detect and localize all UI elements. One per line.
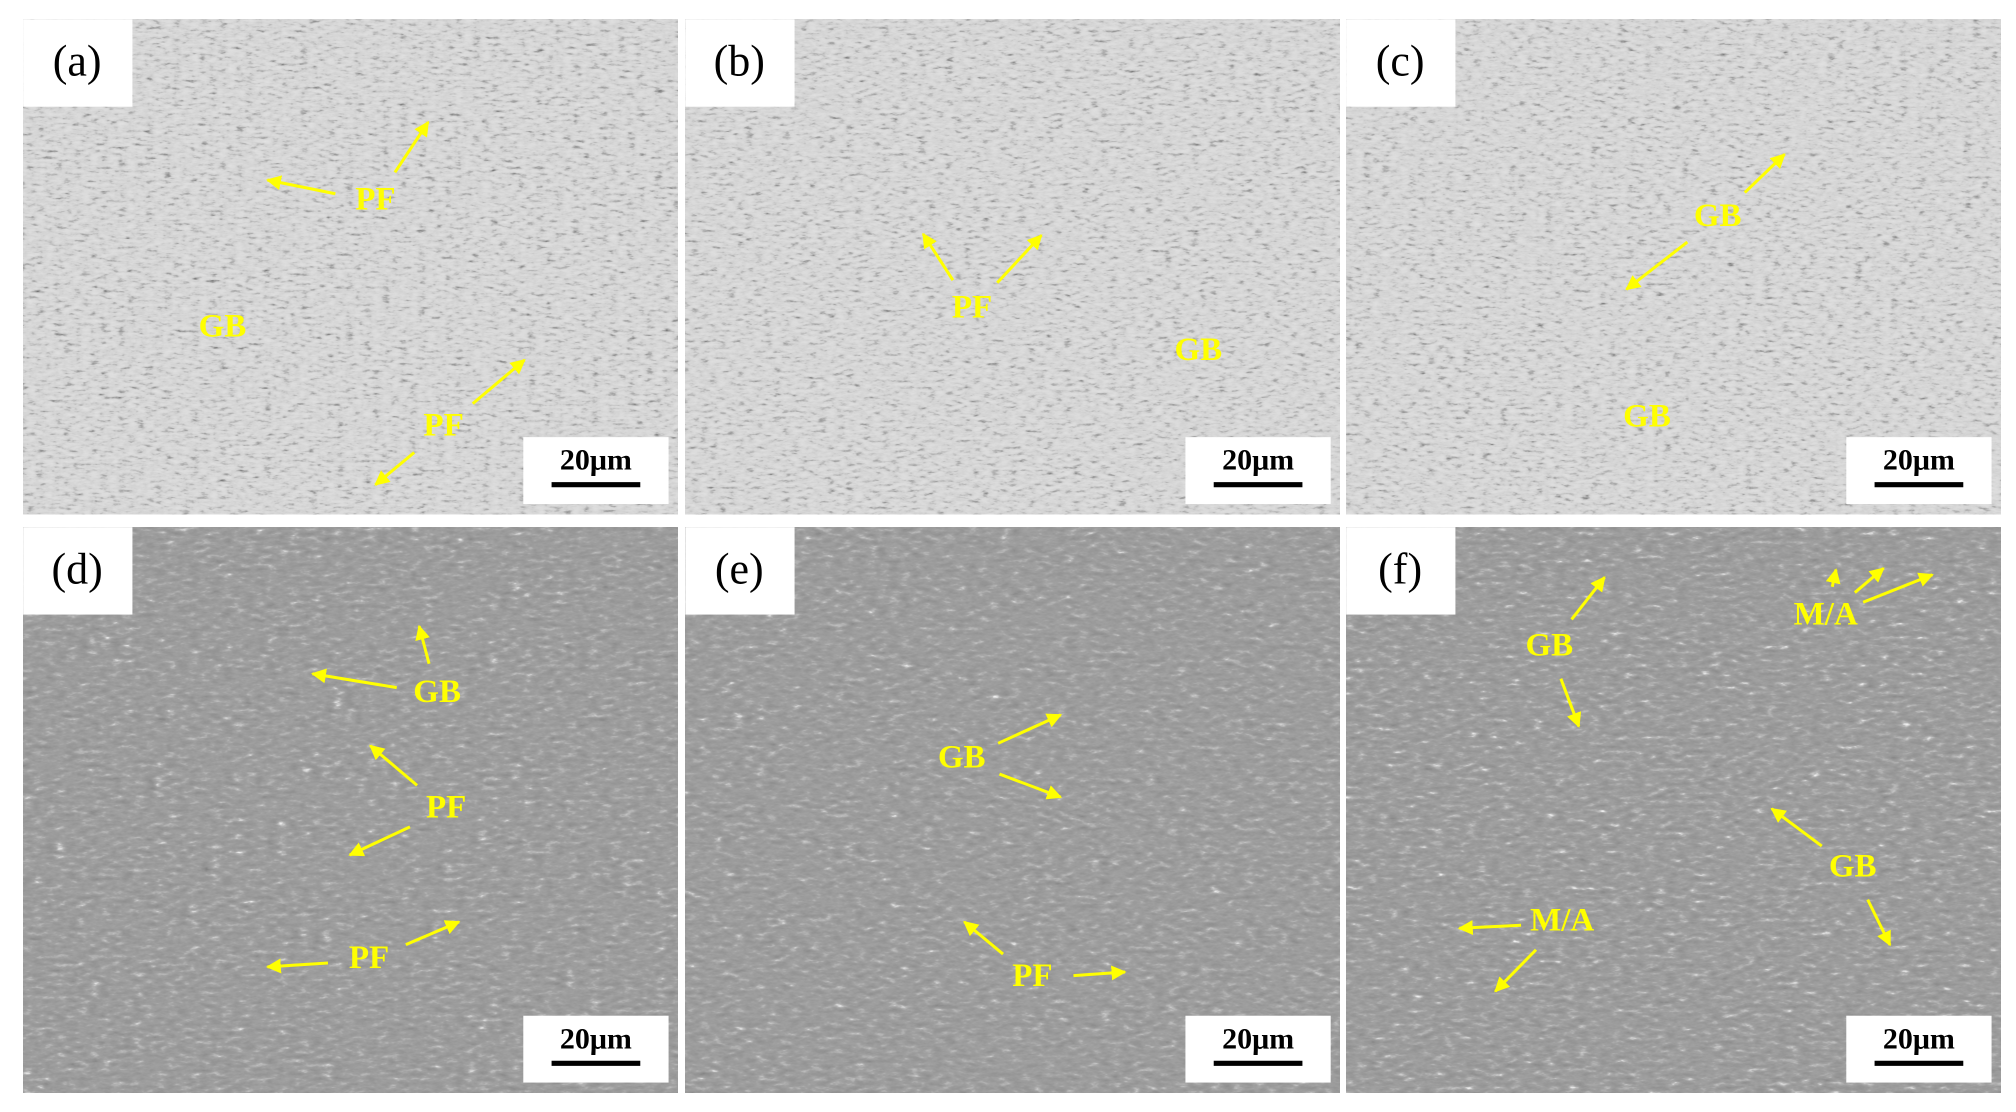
annotation: GB	[1694, 198, 1742, 234]
scale-bar-label: 20μm	[560, 444, 632, 477]
panel-label: (b)	[714, 37, 765, 86]
panel: (a) 20μm PF GB PF	[23, 19, 678, 515]
annotation: GB	[1829, 849, 1877, 885]
scale-bar-label: 20μm	[560, 1022, 632, 1055]
arrow	[998, 772, 1063, 800]
annotation: GB	[1174, 332, 1222, 368]
scale-bar-box	[1846, 437, 1992, 504]
arrow	[997, 713, 1063, 745]
label-box	[1346, 19, 1456, 107]
annotation: PF	[426, 790, 466, 826]
arrow	[310, 668, 397, 690]
arrow	[1770, 807, 1823, 848]
arrow	[1073, 965, 1127, 981]
panel-label: (c)	[1376, 37, 1425, 86]
arrow	[1559, 678, 1582, 728]
label-box	[23, 527, 133, 615]
scale-bar-box	[523, 437, 669, 504]
scale-bar-label: 20μm	[1222, 444, 1294, 477]
panel-label: (f)	[1378, 545, 1422, 594]
micrograph	[685, 527, 1340, 1093]
arrow	[1866, 898, 1892, 947]
annotation: PF	[349, 940, 389, 976]
annotation: M/A	[1530, 903, 1594, 939]
panel: (b) 20μm PF GB	[685, 19, 1340, 515]
arrow	[1743, 153, 1786, 194]
arrow	[1862, 572, 1934, 604]
scale-bar-box	[1846, 1015, 1992, 1083]
arrow	[374, 451, 416, 486]
annotation: PF	[1012, 958, 1052, 994]
arrow	[1853, 567, 1885, 594]
micrograph	[23, 527, 678, 1093]
scale-bar-box	[1185, 1015, 1331, 1083]
panel: (e) 20μm GB PF	[685, 527, 1340, 1093]
annotation: GB	[1525, 628, 1573, 664]
arrow	[471, 358, 526, 405]
arrow	[348, 825, 411, 857]
annotation: PF	[423, 408, 463, 444]
arrow	[963, 920, 1005, 956]
label-box	[23, 19, 133, 107]
label-box	[1346, 527, 1456, 615]
arrow	[996, 234, 1043, 284]
scale-bar-label: 20μm	[1883, 1022, 1955, 1055]
scale-bar-box	[1185, 437, 1331, 504]
arrow	[393, 120, 430, 174]
scale-bar-box	[523, 1015, 669, 1083]
arrow	[405, 920, 461, 947]
arrow	[1625, 240, 1689, 291]
label-box	[685, 527, 795, 615]
arrow	[921, 232, 955, 282]
arrow	[265, 958, 329, 974]
micrograph	[1346, 527, 2001, 1093]
annotation: GB	[1623, 399, 1671, 435]
arrow	[369, 744, 419, 787]
panel-label: (e)	[715, 545, 764, 594]
annotation: GB	[413, 674, 461, 710]
annotation: GB	[199, 309, 247, 345]
scale-bar-label: 20μm	[1222, 1022, 1294, 1055]
label-box	[685, 19, 795, 107]
arrow	[415, 624, 431, 665]
annotation: GB	[938, 739, 986, 775]
panel-label: (a)	[53, 37, 102, 86]
panel: (f) 20μm GB M/A GB M/A	[1346, 527, 2001, 1093]
panel: (d) 20μm GB PF PF	[23, 527, 678, 1093]
panel-label: (d)	[51, 545, 102, 594]
arrow	[1494, 948, 1538, 993]
arrow	[1825, 568, 1841, 588]
panel: (c) 20μm GB GB	[1346, 19, 2001, 515]
annotation: PF	[355, 181, 395, 217]
arrow	[1457, 920, 1522, 936]
annotation: PF	[952, 289, 992, 325]
arrow	[265, 175, 336, 196]
arrow	[1570, 576, 1606, 621]
annotation: M/A	[1794, 597, 1858, 633]
scale-bar-label: 20μm	[1883, 444, 1955, 477]
